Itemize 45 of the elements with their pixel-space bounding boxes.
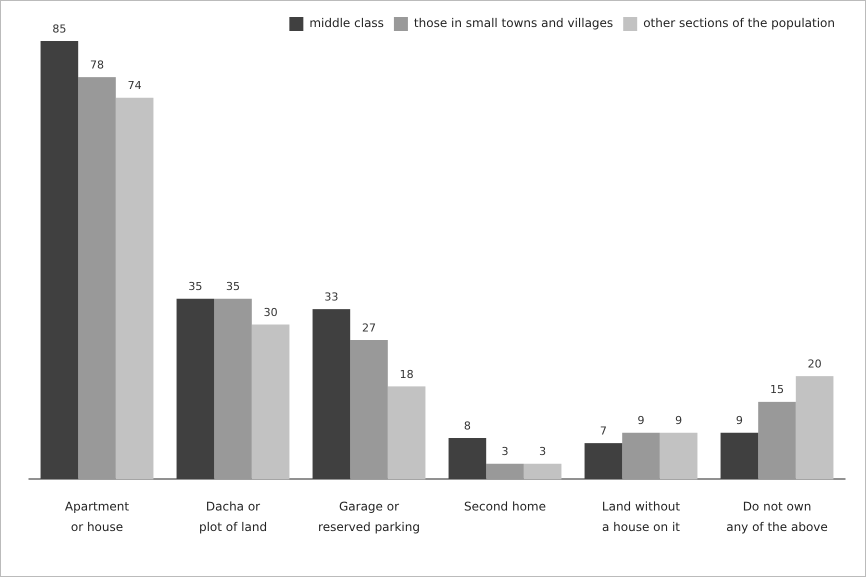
bar	[622, 432, 660, 480]
data-label: 35	[226, 280, 240, 294]
bar	[448, 438, 486, 480]
bar	[78, 77, 116, 480]
bar	[796, 376, 834, 480]
x-tick-label: Garage or reserved parking	[318, 500, 420, 534]
data-label: 15	[770, 383, 784, 396]
data-label: 74	[128, 79, 142, 92]
bar	[486, 464, 524, 480]
legend-label: middle class	[309, 16, 384, 30]
data-label: 20	[808, 357, 822, 370]
bar	[758, 402, 796, 480]
data-label: 3	[502, 445, 508, 458]
x-tick-label: Apartment or house	[64, 500, 130, 534]
bar	[312, 309, 350, 480]
data-label: 27	[362, 321, 376, 334]
data-label: 33	[324, 290, 338, 304]
bar	[116, 98, 154, 480]
bar	[252, 324, 290, 480]
bar	[388, 386, 426, 480]
bar	[584, 443, 622, 480]
data-label: 78	[90, 58, 104, 72]
bar	[40, 41, 78, 480]
data-label: 18	[400, 368, 414, 381]
data-label: 3	[539, 445, 546, 458]
bar	[350, 340, 388, 480]
x-tick-label: Land without a house on it	[602, 500, 680, 534]
data-label: 35	[188, 280, 202, 294]
legend-label: those in small towns and villages	[414, 16, 614, 30]
data-label: 9	[638, 414, 644, 428]
bar	[214, 298, 252, 480]
data-label: 30	[264, 306, 278, 319]
data-label: 9	[675, 414, 682, 428]
data-label: 85	[52, 22, 66, 36]
bar	[524, 464, 562, 480]
legend-label: other sections of the population	[643, 16, 835, 30]
data-label: 9	[736, 414, 743, 428]
data-label: 8	[464, 419, 471, 432]
data-label: 7	[600, 424, 607, 438]
x-tick-label: Dacha or plot of land	[198, 500, 268, 534]
x-tick-label: Do not own any of the above	[726, 500, 828, 534]
x-tick-label: Second home	[464, 500, 546, 514]
bar	[660, 432, 698, 480]
bar	[720, 432, 758, 480]
bar	[176, 298, 214, 480]
